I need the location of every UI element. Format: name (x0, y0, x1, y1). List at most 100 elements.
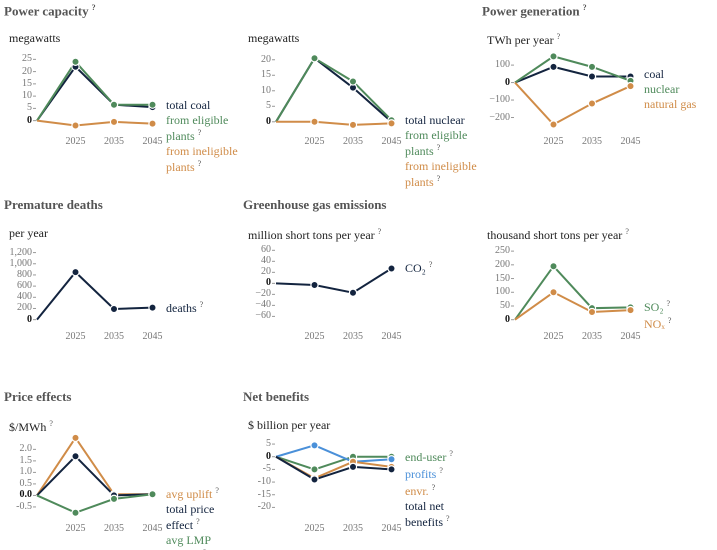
y-tick-label: −200 (480, 112, 510, 124)
y-tick-label: 200 (2, 302, 32, 314)
info-icon[interactable]: ? (196, 517, 200, 527)
series-line (275, 56, 393, 123)
y-tick-label-text: 1,200 (9, 246, 33, 258)
series-label: from ineligible plants? (166, 144, 244, 175)
x-tick-label-text: 2045 (142, 136, 163, 147)
y-tick-label-text: 1.5 (19, 454, 33, 466)
x-tick-label: 2035 (572, 136, 612, 148)
x-tick-label-text: 2035 (343, 523, 363, 534)
y-tick-label: −20 (241, 288, 271, 300)
x-tick-label-text: 2045 (620, 136, 641, 147)
y-tick-label-text: 50 (500, 299, 510, 311)
y-tick-label-text: 0 (266, 115, 271, 127)
info-icon[interactable]: ? (197, 127, 202, 137)
series-line (275, 455, 392, 481)
panel-subtitle: TWh per year? (487, 32, 560, 48)
data-point (109, 100, 119, 109)
series-label-text: end-user (405, 449, 447, 464)
data-point (310, 54, 319, 63)
info-icon[interactable]: ? (582, 3, 587, 12)
data-point (148, 119, 157, 128)
y-tick-label-text: 200 (495, 258, 510, 270)
series-label: profits? (405, 466, 483, 482)
series-line (36, 60, 153, 122)
x-tick-label-text: 2045 (142, 523, 163, 534)
data-point (71, 57, 80, 67)
series-label-text: coal (644, 67, 664, 82)
y-tick-label: 0.5 (2, 477, 33, 490)
y-tick-label-text: 0 (27, 114, 32, 126)
info-icon[interactable]: ? (625, 227, 629, 236)
x-tick-label: 2025 (295, 136, 335, 148)
x-tick-label: 2035 (94, 523, 134, 535)
info-icon[interactable]: ? (197, 158, 202, 168)
series-line (514, 264, 631, 321)
info-icon[interactable]: ? (449, 448, 453, 458)
y-tick-label: 200 (480, 259, 510, 271)
info-icon[interactable]: ? (428, 260, 433, 270)
x-tick-label: 2045 (372, 523, 412, 535)
info-icon[interactable]: ? (431, 482, 436, 492)
y-tick-label: 50 (480, 300, 510, 312)
x-tick-label-text: 2035 (582, 331, 602, 342)
series-label-text: NOₓ (644, 317, 665, 332)
info-icon[interactable]: ? (439, 465, 443, 475)
series-line (514, 81, 631, 126)
y-tick-label: 15 (2, 78, 32, 90)
info-icon[interactable]: ? (446, 513, 450, 523)
series-label-text: from ineligible plants (166, 144, 238, 174)
x-tick-label: 2035 (333, 331, 373, 343)
info-icon[interactable]: ? (215, 486, 219, 496)
x-tick-label-text: 2035 (343, 136, 363, 147)
info-icon[interactable]: ? (436, 142, 441, 152)
panel-subtitle-text: TWh per year (487, 33, 554, 47)
x-tick-label: 2045 (133, 136, 173, 148)
y-tick-label-text: 150 (495, 272, 510, 284)
series-label-text: from eligible plants (166, 113, 229, 143)
data-point (348, 288, 358, 297)
y-tick-label: 100 (480, 286, 510, 298)
series-line (275, 56, 393, 123)
series-label: avg uplift? (166, 486, 244, 502)
data-point (109, 117, 119, 127)
x-tick-label: 2035 (94, 136, 134, 148)
info-icon[interactable]: ? (49, 419, 53, 428)
info-icon[interactable]: ? (666, 299, 671, 309)
data-point (549, 52, 558, 61)
y-tick-label-text: 2.0 (19, 443, 33, 455)
y-tick-label: 0 (2, 314, 32, 326)
data-point (71, 433, 80, 443)
x-tick-label: 2035 (572, 331, 612, 343)
data-point (549, 120, 558, 129)
y-tick-label-text: -15 (257, 488, 271, 500)
series-label: from eligible plants? (405, 128, 483, 159)
info-icon[interactable]: ? (91, 3, 96, 12)
series-line (514, 291, 631, 321)
panel-subtitle-text: megawatts (248, 31, 300, 45)
info-icon[interactable]: ? (199, 299, 204, 309)
info-icon[interactable]: ? (436, 173, 441, 183)
x-tick-label: 2025 (295, 523, 335, 535)
info-icon[interactable]: ? (556, 32, 561, 41)
y-tick-label-text: 5 (266, 438, 271, 450)
series-label-text: CO₂ (405, 261, 426, 276)
info-icon[interactable]: ? (667, 316, 672, 326)
info-icon[interactable]: ? (203, 548, 207, 550)
series-label: deaths? (166, 300, 244, 316)
y-tick-label: 20 (241, 266, 271, 278)
y-tick-label-text: −200 (489, 111, 510, 123)
series-label: total coal (166, 98, 244, 113)
y-tick-label-text: 0.5 (19, 477, 33, 489)
info-icon[interactable]: ? (377, 227, 382, 236)
data-point (310, 441, 319, 450)
x-tick-label: 2045 (372, 331, 412, 343)
x-tick-label-text: 2025 (65, 136, 86, 147)
panel-subtitle-text: million short tons per year (248, 228, 375, 242)
y-tick-label: 5 (241, 438, 271, 450)
x-tick-label: 2045 (133, 523, 173, 535)
y-tick-label: 0.0 (2, 489, 33, 501)
x-tick-label-text: 2025 (65, 331, 86, 342)
y-tick-label-text: -0.5 (16, 500, 32, 512)
series-label-text: SO₂ (644, 300, 664, 315)
